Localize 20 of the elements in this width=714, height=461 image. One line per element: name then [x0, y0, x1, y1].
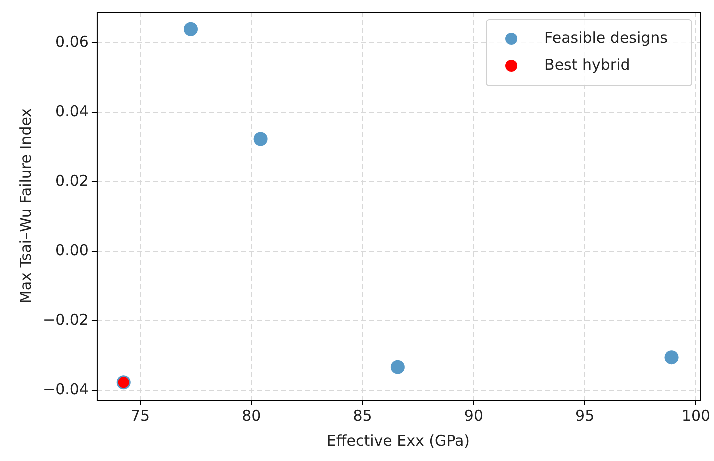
x-tick-label: 90	[464, 406, 484, 425]
point	[664, 350, 679, 365]
y-tick-label: 0.06	[56, 32, 89, 51]
y-tick-label: −0.02	[43, 310, 89, 329]
y-tick-label: 0.00	[56, 241, 89, 260]
point	[254, 132, 268, 146]
y-tick-label: −0.04	[43, 380, 89, 399]
x-tick-label: 100	[682, 406, 711, 425]
x-axis-title: Effective Exx (GPa)	[326, 432, 470, 450]
x-tick-label: 80	[242, 406, 262, 425]
x-tick-label: 75	[130, 406, 150, 425]
legend-label: Feasible designs	[544, 28, 668, 47]
point	[184, 22, 198, 36]
y-axis-title: Max Tsai–Wu Failure Index	[16, 108, 35, 304]
x-tick-label: 85	[353, 406, 372, 425]
legend-label: Best hybrid	[544, 56, 630, 74]
x-tick-label: 95	[576, 406, 595, 425]
point	[390, 360, 405, 374]
y-tick-label: 0.04	[56, 102, 89, 120]
y-tick-label: 0.02	[56, 172, 89, 190]
